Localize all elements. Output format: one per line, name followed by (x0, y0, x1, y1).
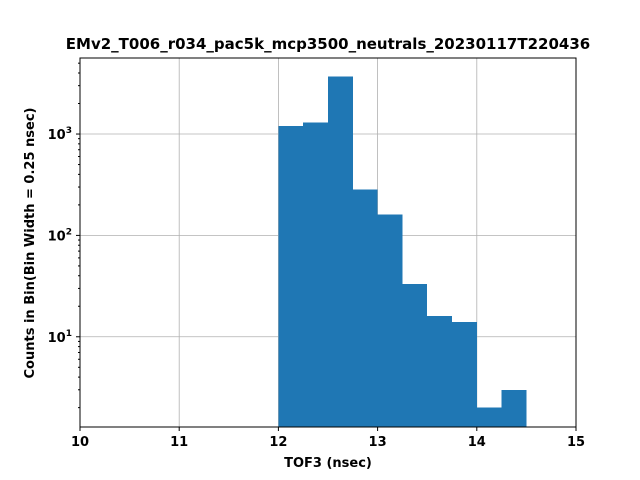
chart-title: EMv2_T006_r034_pac5k_mcp3500_neutrals_20… (66, 35, 590, 53)
x-tick-label: 14 (468, 435, 486, 450)
y-tick-label: 101 (48, 329, 72, 346)
histogram-bar (501, 389, 527, 427)
histogram-bar (328, 76, 353, 427)
x-axis-label: TOF3 (nsec) (284, 456, 372, 471)
y-axis-label: Counts in Bin(Bin Width = 0.25 nsec) (23, 108, 38, 379)
histogram-bar (278, 126, 304, 427)
x-tick-label: 10 (71, 435, 89, 450)
plot-frame (79, 57, 577, 428)
x-axis-ticks: 10 11 12 13 14 15 (71, 427, 585, 450)
histogram-bar (352, 189, 378, 427)
histogram-bars (278, 76, 527, 427)
y-axis-ticks: 101 102 103 (48, 62, 80, 409)
histogram-bar (377, 214, 403, 427)
x-tick-label: 12 (269, 435, 287, 450)
x-tick-label: 11 (170, 435, 188, 450)
x-tick-label: 13 (369, 435, 387, 450)
y-tick-label: 103 (48, 126, 72, 143)
histogram-bar (402, 284, 428, 427)
histogram-bar (427, 316, 452, 427)
histogram-bar (303, 122, 328, 427)
histogram-bar (476, 407, 502, 427)
histogram-bar (452, 321, 477, 427)
y-tick-label: 102 (48, 227, 72, 244)
x-tick-label: 15 (567, 435, 585, 450)
